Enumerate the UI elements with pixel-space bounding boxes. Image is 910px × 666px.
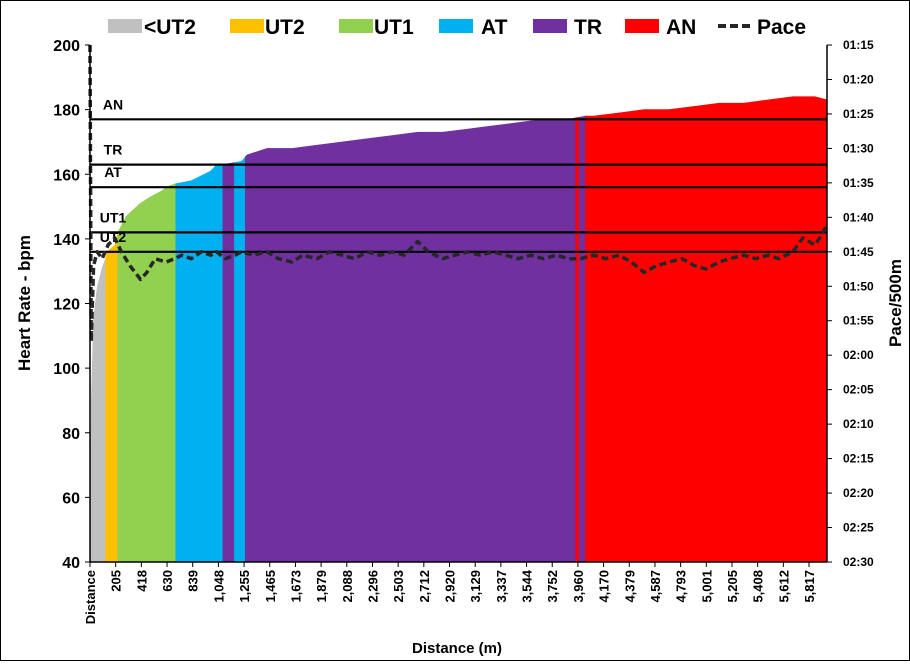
zone-label-ut1: UT1 xyxy=(100,209,127,225)
y2-tick-label: 01:45 xyxy=(843,245,874,259)
x-tick-label: 1,465 xyxy=(263,570,278,603)
y2-tick-label: 02:30 xyxy=(843,555,874,569)
y-tick-label: 100 xyxy=(53,361,80,378)
x-tick-label: 3,337 xyxy=(494,570,509,603)
x-tick-label: 5,612 xyxy=(776,570,791,603)
x-tick-label: 1,673 xyxy=(288,570,303,603)
x-tick-label: 4,587 xyxy=(648,570,663,603)
x-tick-label: 4,793 xyxy=(674,570,689,603)
heart-rate-area xyxy=(89,96,828,563)
y-tick-label: 180 xyxy=(53,103,80,120)
legend-label-below-ut2: <UT2 xyxy=(144,16,196,39)
x-tick-label: 3,544 xyxy=(520,569,535,602)
y2-tick-label: 02:15 xyxy=(843,452,874,466)
legend-label-ut1: UT1 xyxy=(374,16,414,39)
x-tick-label: 1,879 xyxy=(314,570,329,603)
y-tick-label: 140 xyxy=(53,232,80,249)
x-tick-label: 4,170 xyxy=(597,570,612,603)
zone-area-an-9 xyxy=(585,96,828,563)
x-tick-label: 1,255 xyxy=(237,570,252,603)
y2-tick-label: 01:40 xyxy=(843,210,874,224)
x-tick-label: 2,503 xyxy=(391,570,406,603)
y-tick-label: 120 xyxy=(53,297,80,314)
axes: 40 60 80 100 120 140 160 180 200 01:15 01:20 01:25 0… xyxy=(53,38,874,624)
legend-swatch-an xyxy=(625,19,659,33)
legend-swatch-ut2 xyxy=(230,19,264,33)
zone-area-ut1-2 xyxy=(117,183,177,563)
y-tick-label: 200 xyxy=(53,38,80,55)
x-tick-label: 2,712 xyxy=(417,570,432,603)
legend-label-ut2: UT2 xyxy=(265,16,305,39)
legend-swatch-below-ut2 xyxy=(108,19,142,33)
y2-axis-title: Pace/500m xyxy=(886,259,905,347)
y2-tick-label: 02:00 xyxy=(843,348,874,362)
x-tick-label: 839 xyxy=(186,570,201,592)
x-tick-label: 2,088 xyxy=(340,570,355,603)
y2-tick-label: 01:25 xyxy=(843,107,874,121)
legend-swatch-at xyxy=(439,19,473,33)
y-tick-label: 160 xyxy=(53,167,80,184)
y2-tick-label: 02:05 xyxy=(843,383,874,397)
y2-tick-label: 01:15 xyxy=(843,38,874,52)
zone-area-tr-8 xyxy=(578,115,586,563)
y2-tick-label: 02:10 xyxy=(843,417,874,431)
zone-label-ut2: UT2 xyxy=(100,229,127,245)
y-axis-title: Heart Rate - bpm xyxy=(15,235,34,371)
x-tick-label: 5,001 xyxy=(699,570,714,603)
legend-label-tr: TR xyxy=(574,16,602,39)
x-tick-label: 5,205 xyxy=(725,570,740,603)
y2-tick-label: 02:20 xyxy=(843,486,874,500)
y-tick-label: 40 xyxy=(62,555,80,572)
zone-area-ut2-1 xyxy=(105,232,119,563)
y-tick-label: 60 xyxy=(62,490,80,507)
x-tick-label: 2,296 xyxy=(366,570,381,603)
y-tick-label: 80 xyxy=(62,426,80,443)
y2-tick-label: 01:35 xyxy=(843,176,874,190)
x-tick-label: 1,048 xyxy=(211,570,226,603)
zone-area-an-7 xyxy=(575,116,580,563)
y2-tick-label: 01:50 xyxy=(843,279,874,293)
x-tick-label: 2,920 xyxy=(443,570,458,603)
x-tick-label: 3,129 xyxy=(468,570,483,603)
x-tick-label: 5,817 xyxy=(802,570,817,603)
legend-label-at: AT xyxy=(481,16,508,39)
zone-area-tr-6 xyxy=(245,117,577,563)
zone-area-at-3 xyxy=(175,164,224,563)
zone-area-at-5 xyxy=(234,156,246,563)
pace-line xyxy=(88,44,829,344)
x-tick-label: Distance xyxy=(83,570,98,624)
x-tick-label: 4,379 xyxy=(622,570,637,603)
axis-titles: Heart Rate - bpm Pace/500m Distance (m) xyxy=(15,235,905,657)
zone-label-at: AT xyxy=(104,164,122,180)
zone-label-an: AN xyxy=(103,96,123,112)
zone-area-tr-4 xyxy=(222,162,235,563)
x-tick-label: 418 xyxy=(134,570,149,592)
pace-series xyxy=(88,44,829,344)
x-tick-label: 630 xyxy=(160,570,175,592)
legend-swatch-tr xyxy=(533,19,567,33)
y2-tick-label: 01:20 xyxy=(843,72,874,86)
x-tick-label: 5,408 xyxy=(751,570,766,603)
legend-swatch-ut1 xyxy=(339,19,373,33)
x-tick-label: 3,960 xyxy=(571,570,586,603)
zone-label-tr: TR xyxy=(104,142,123,158)
y2-tick-label: 01:30 xyxy=(843,141,874,155)
legend: <UT2 UT2 UT1 AT TR AN Pace xyxy=(108,16,806,39)
y2-tick-label: 02:25 xyxy=(843,521,874,535)
legend-label-an: AN xyxy=(666,16,696,39)
y2-tick-label: 01:55 xyxy=(843,314,874,328)
zone-lines: AN TR AT UT1 UT2 xyxy=(90,96,827,253)
x-tick-label: 3,752 xyxy=(545,570,560,603)
x-axis-title: Distance (m) xyxy=(412,640,502,657)
x-tick-label: 205 xyxy=(109,570,124,592)
legend-label-pace: Pace xyxy=(757,16,806,39)
